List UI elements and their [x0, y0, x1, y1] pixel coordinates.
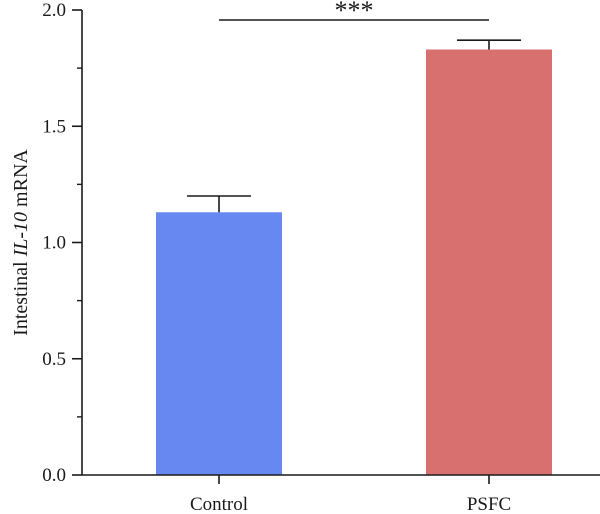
- y-axis-title-prefix: Intestinal: [10, 256, 32, 335]
- error-bars: [187, 39, 521, 213]
- y-tick-label: 0.0: [42, 465, 66, 486]
- y-tick-label: 1.5: [42, 116, 66, 137]
- y-axis-title-suffix: mRNA: [10, 149, 32, 212]
- significance-label: ***: [335, 0, 374, 25]
- bar-psfc: [426, 49, 552, 476]
- y-axis-title-gene: IL-10: [10, 212, 32, 257]
- bar-control: [156, 212, 282, 475]
- x-tick-label: PSFC: [467, 494, 511, 514]
- significance-bracket: ***: [219, 0, 489, 25]
- y-tick-label: 1.0: [42, 233, 66, 254]
- y-tick-label: 0.5: [42, 349, 66, 370]
- y-axis-ticks: 0.0 0.5 1.0 1.5 2.0: [42, 0, 82, 486]
- bars: [156, 49, 552, 476]
- y-axis-title: Intestinal IL-10 mRNA: [10, 149, 32, 336]
- x-tick-label: Control: [190, 494, 248, 514]
- y-tick-label: 2.0: [42, 0, 66, 21]
- x-axis-ticks: Control PSFC: [190, 475, 511, 514]
